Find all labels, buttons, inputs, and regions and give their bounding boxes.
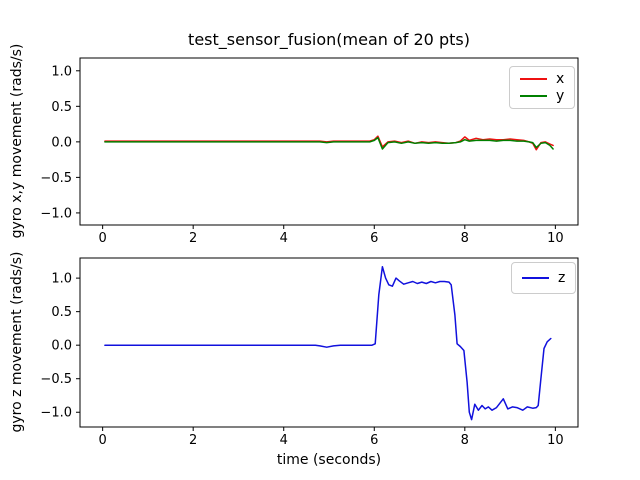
legend-label-x: x <box>556 71 565 88</box>
bottom-plot-border <box>79 257 579 428</box>
y-tick-label: 1.0 <box>51 64 72 79</box>
x-tick-label: 2 <box>189 433 197 448</box>
x-tick-label: 0 <box>98 231 106 246</box>
y-tick-label: 1.0 <box>51 272 72 287</box>
x-axis-label: time (seconds) <box>276 452 382 468</box>
x-tick-label: 6 <box>370 433 378 448</box>
y-tick-label: −1.0 <box>40 406 72 421</box>
x-tick-label: 2 <box>189 231 197 246</box>
x-tick-label: 10 <box>547 231 564 246</box>
legend-entry-x: x <box>520 71 564 87</box>
x-tick-label: 8 <box>461 433 469 448</box>
top-y-axis-label: gyro x,y movement (rads/s) <box>9 43 25 239</box>
legend-label-y: y <box>556 87 565 104</box>
z-series-line-swatch <box>522 277 549 279</box>
x-tick-label: 8 <box>461 231 469 246</box>
chart-title: test_sensor_fusion(mean of 20 pts) <box>188 30 470 49</box>
y-tick-label: −0.5 <box>40 171 72 186</box>
bottom-y-axis-label: gyro z movement (rads/s) <box>9 251 25 433</box>
x-tick-label: 10 <box>547 433 564 448</box>
legend-entry-y: y <box>520 88 564 104</box>
legend-entry-z: z <box>522 270 565 286</box>
y-tick-label: 0.0 <box>51 135 72 150</box>
top-plot-border <box>79 57 579 226</box>
series-z-line <box>104 265 552 421</box>
bottom-plot: 0 2 4 6 8 10 1.0 0.5 0.0 −0.5 −1.0 <box>40 257 579 448</box>
bottom-legend: z <box>511 262 577 294</box>
top-plot: 0 2 4 6 8 10 1.0 0.5 0.0 −0.5 −1.0 <box>40 57 579 246</box>
y-tick-label: −1.0 <box>40 206 72 221</box>
top-legend: x y <box>509 66 576 109</box>
y-tick-label: 0.5 <box>51 305 72 320</box>
x-tick-label: 0 <box>98 433 106 448</box>
series-y-line <box>104 136 554 150</box>
y-tick-label: 0.0 <box>51 339 72 354</box>
x-tick-label: 4 <box>280 231 288 246</box>
x-series-line-swatch <box>520 78 547 81</box>
y-tick-label: −0.5 <box>40 372 72 387</box>
y-tick-label: 0.5 <box>51 100 72 115</box>
x-tick-label: 6 <box>370 231 378 246</box>
y-series-line-swatch <box>520 94 547 97</box>
x-tick-label: 4 <box>280 433 288 448</box>
legend-label-z: z <box>558 270 566 286</box>
